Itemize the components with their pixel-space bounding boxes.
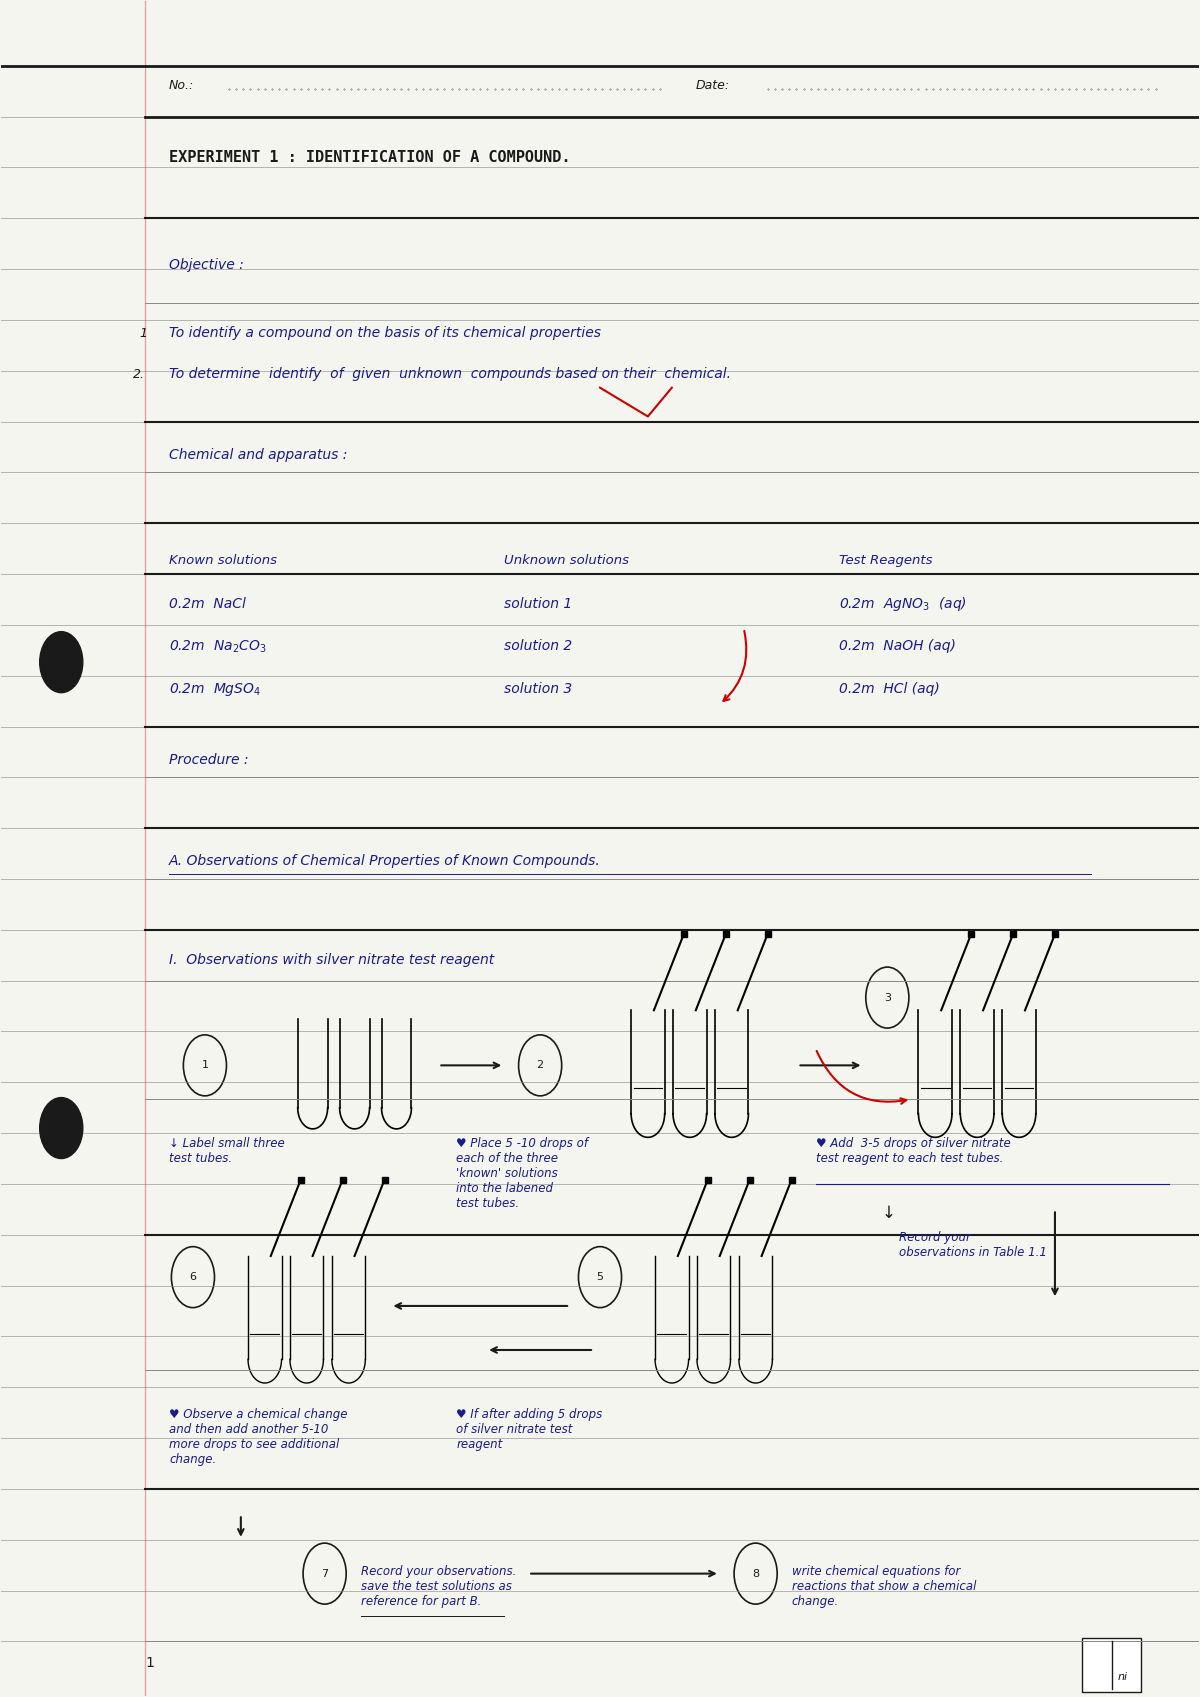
Text: solution 1: solution 1	[504, 597, 572, 611]
Text: ↓ Label small three
test tubes.: ↓ Label small three test tubes.	[169, 1137, 284, 1164]
Text: 0.2m  NaCl: 0.2m NaCl	[169, 597, 246, 611]
Text: Record your observations.
save the test solutions as
reference for part B.: Record your observations. save the test …	[360, 1565, 516, 1609]
Text: 3: 3	[884, 993, 890, 1003]
Circle shape	[40, 1098, 83, 1159]
Text: 0.2m  MgSO$_4$: 0.2m MgSO$_4$	[169, 680, 262, 697]
Text: To identify a compound on the basis of its chemical properties: To identify a compound on the basis of i…	[169, 326, 601, 339]
Text: ♥ Observe a chemical change
and then add another 5-10
more drops to see addition: ♥ Observe a chemical change and then add…	[169, 1407, 348, 1466]
Text: solution 3: solution 3	[504, 682, 572, 696]
Text: 2: 2	[536, 1061, 544, 1071]
Text: Unknown solutions: Unknown solutions	[504, 553, 629, 567]
Text: ♥ Add  3-5 drops of silver nitrate
test reagent to each test tubes.: ♥ Add 3-5 drops of silver nitrate test r…	[816, 1137, 1010, 1164]
Text: A. Observations of Chemical Properties of Known Compounds.: A. Observations of Chemical Properties o…	[169, 855, 601, 869]
Text: 8: 8	[752, 1568, 760, 1578]
Text: ♥ Place 5 -10 drops of
each of the three
'known' solutions
into the labened
test: ♥ Place 5 -10 drops of each of the three…	[456, 1137, 588, 1210]
FancyBboxPatch shape	[1082, 1638, 1141, 1692]
Text: 0.2m  AgNO$_3$  (aq): 0.2m AgNO$_3$ (aq)	[840, 596, 967, 613]
Text: Record your
observations in Table 1.1: Record your observations in Table 1.1	[899, 1232, 1048, 1259]
Text: Procedure :: Procedure :	[169, 753, 248, 767]
Text: I.  Observations with silver nitrate test reagent: I. Observations with silver nitrate test…	[169, 952, 494, 967]
Text: 7: 7	[322, 1568, 329, 1578]
Text: Chemical and apparatus :: Chemical and apparatus :	[169, 448, 347, 462]
Text: 1: 1	[202, 1061, 209, 1071]
Text: 6: 6	[190, 1273, 197, 1283]
Text: No.:: No.:	[169, 80, 194, 93]
Text: ni: ni	[1117, 1672, 1127, 1682]
Text: Objective :: Objective :	[169, 258, 244, 272]
Text: ♥ If after adding 5 drops
of silver nitrate test
reagent: ♥ If after adding 5 drops of silver nitr…	[456, 1407, 602, 1451]
Text: 5: 5	[596, 1273, 604, 1283]
Text: 0.2m  HCl (aq): 0.2m HCl (aq)	[840, 682, 940, 696]
Text: Known solutions: Known solutions	[169, 553, 277, 567]
Text: Date:: Date:	[696, 80, 730, 93]
Text: EXPERIMENT 1 : IDENTIFICATION OF A COMPOUND.: EXPERIMENT 1 : IDENTIFICATION OF A COMPO…	[169, 151, 570, 165]
Text: 1: 1	[145, 1656, 154, 1670]
Text: ↓: ↓	[881, 1203, 895, 1222]
Text: Test Reagents: Test Reagents	[840, 553, 932, 567]
Text: 0.2m  Na$_2$CO$_3$: 0.2m Na$_2$CO$_3$	[169, 638, 266, 655]
Text: 1: 1	[139, 328, 148, 339]
Circle shape	[40, 631, 83, 692]
Text: 2.: 2.	[133, 368, 145, 380]
Text: To determine  identify  of  given  unknown  compounds based on their  chemical.: To determine identify of given unknown c…	[169, 367, 731, 380]
Text: write chemical equations for
reactions that show a chemical
change.: write chemical equations for reactions t…	[792, 1565, 976, 1609]
Text: solution 2: solution 2	[504, 640, 572, 653]
Text: 0.2m  NaOH (aq): 0.2m NaOH (aq)	[840, 640, 956, 653]
